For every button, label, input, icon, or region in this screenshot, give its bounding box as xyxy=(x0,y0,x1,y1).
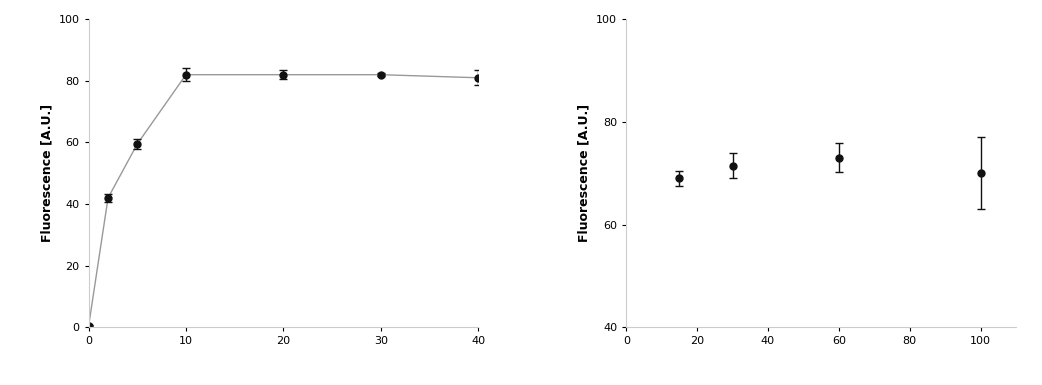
Y-axis label: Fluorescence [A.U.]: Fluorescence [A.U.] xyxy=(577,104,591,242)
Y-axis label: Fluorescence [A.U.]: Fluorescence [A.U.] xyxy=(40,104,53,242)
